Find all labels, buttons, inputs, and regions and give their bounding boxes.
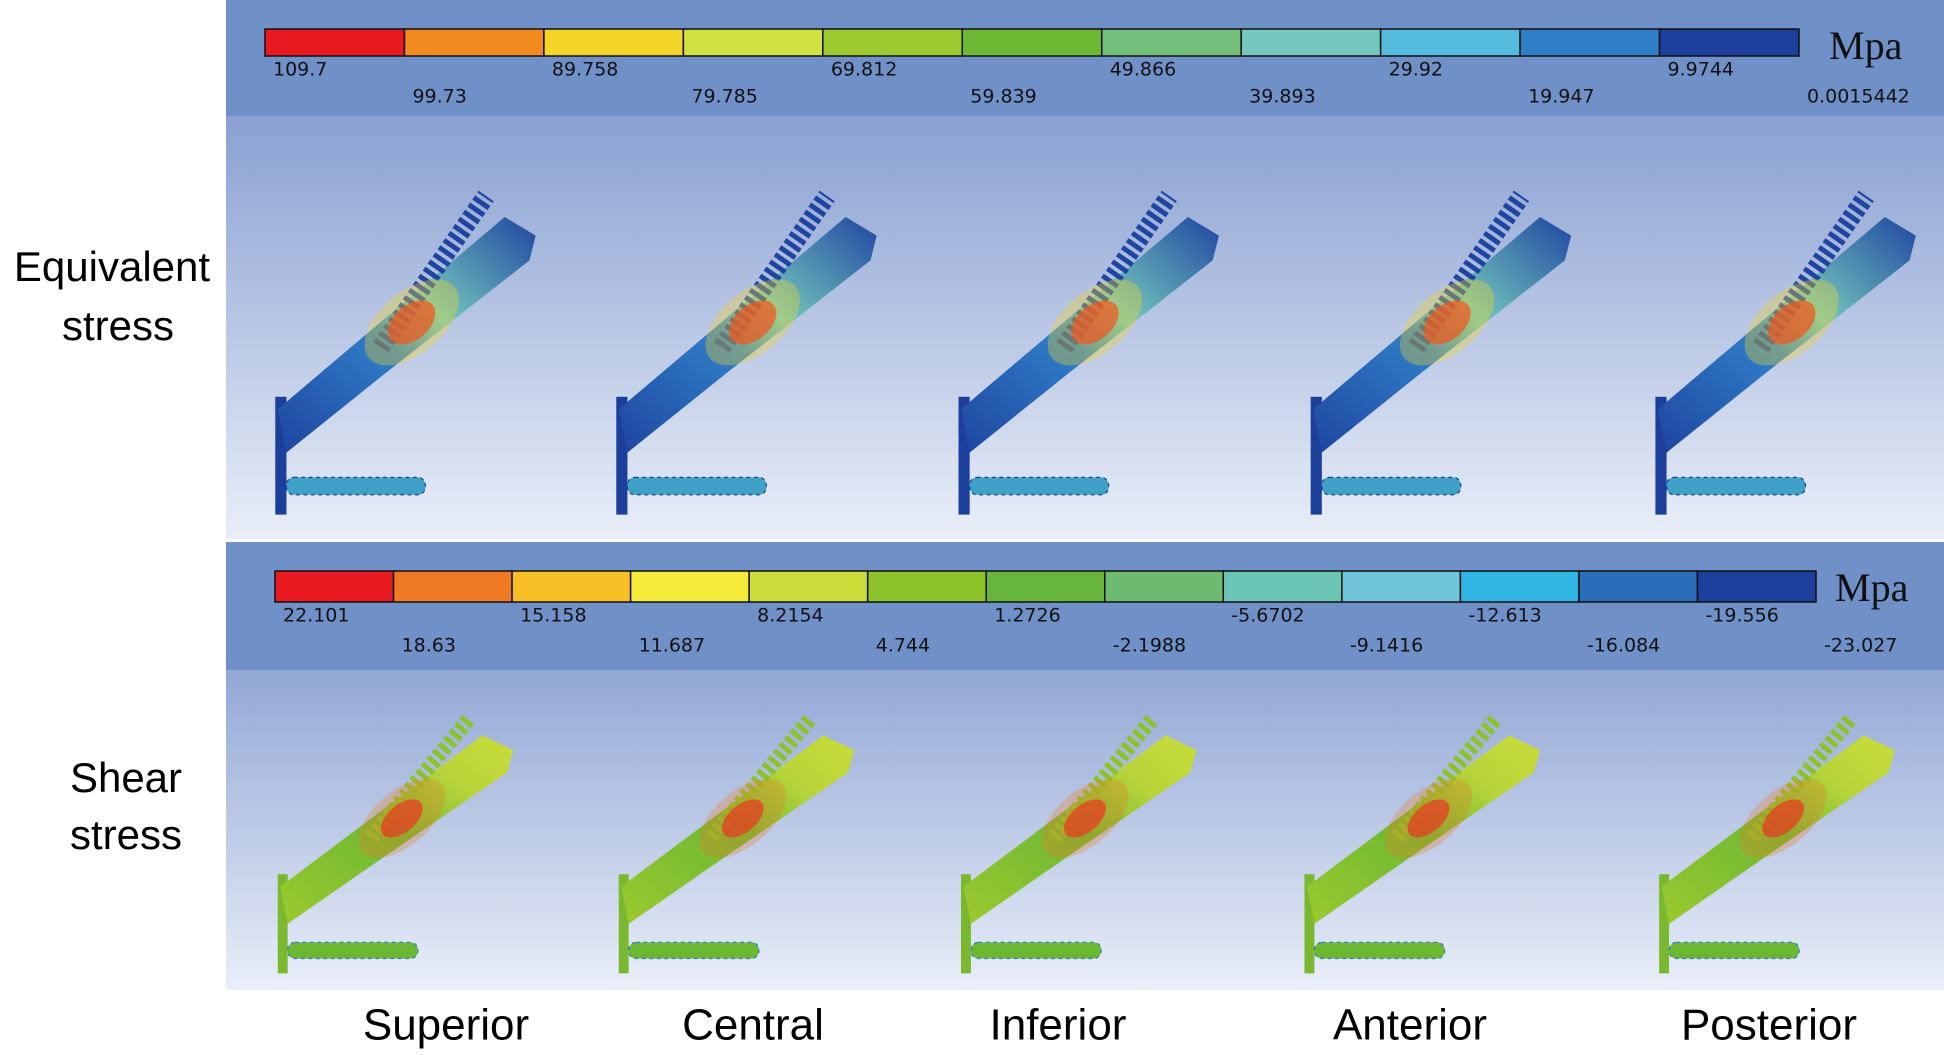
- colorbar-segment: [961, 28, 1103, 57]
- legend-strip: [226, 542, 1944, 670]
- colorbar-segment: [1578, 570, 1699, 603]
- legend-strip: [226, 0, 1944, 116]
- colorbar-segment: [392, 570, 513, 603]
- colorbar-label: 49.866: [1110, 59, 1176, 81]
- colorbar-segment: [543, 28, 685, 57]
- colorbar-label: 29.92: [1389, 59, 1443, 81]
- colorbar-label: 15.158: [520, 605, 586, 627]
- colorbar-segment: [1379, 28, 1521, 57]
- colorbar-segment: [748, 570, 869, 603]
- colorbar-segment: [511, 570, 632, 603]
- column-label: Posterior: [1681, 1001, 1857, 1050]
- unit: Mpa: [1829, 23, 1903, 68]
- colorbar-segment: [985, 570, 1106, 603]
- colorbar-segment: [1240, 28, 1382, 57]
- row-label: stress: [70, 811, 182, 858]
- column-label: Central: [682, 1001, 824, 1050]
- colorbar-segment: [682, 28, 824, 57]
- colorbar-label: 109.7: [273, 59, 327, 81]
- colorbar-label: 59.839: [970, 86, 1036, 108]
- colorbar-segment: [1104, 570, 1225, 603]
- row-label: Shear: [70, 754, 182, 801]
- colorbar-segment: [274, 570, 395, 603]
- colorbar-label: 39.893: [1249, 86, 1315, 108]
- row-label: stress: [62, 302, 174, 349]
- colorbar-segment: [1696, 570, 1817, 603]
- colorbar-label: 22.101: [283, 605, 349, 627]
- colorbar-label: 9.9744: [1668, 59, 1734, 81]
- colorbar-label: 79.785: [691, 86, 757, 108]
- colorbar-segment: [1658, 28, 1800, 57]
- colorbar-label: -5.6702: [1231, 605, 1304, 627]
- colorbar-segment: [1459, 570, 1580, 603]
- colorbar-segment: [1222, 570, 1343, 603]
- colorbar-segment: [1341, 570, 1462, 603]
- colorbar-label: -12.613: [1468, 605, 1541, 627]
- colorbar-segment: [629, 570, 750, 603]
- colorbar-label: 4.744: [876, 635, 930, 657]
- colorbar-segment: [866, 570, 987, 603]
- colorbar-segment: [822, 28, 964, 57]
- colorbar-label: 99.73: [412, 86, 466, 108]
- colorbar-label: 1.2726: [994, 605, 1060, 627]
- colorbar-label: 89.758: [552, 59, 618, 81]
- colorbar-label: -2.1988: [1113, 635, 1186, 657]
- colorbar-label: 19.947: [1528, 86, 1594, 108]
- colorbar-label: -16.084: [1587, 635, 1660, 657]
- colorbar-label: 0.0015442: [1807, 86, 1910, 108]
- colorbar-label: -19.556: [1705, 605, 1778, 627]
- colorbar-label: -23.027: [1824, 635, 1897, 657]
- column-label: Superior: [363, 1001, 529, 1050]
- colorbar-label: 69.812: [831, 59, 897, 81]
- colorbar-label: -9.1416: [1350, 635, 1423, 657]
- colorbar-label: 18.63: [402, 635, 456, 657]
- colorbar-segment: [403, 28, 545, 57]
- column-label: Inferior: [990, 1001, 1127, 1050]
- column-label: Anterior: [1333, 1001, 1487, 1050]
- colorbar-label: 11.687: [639, 635, 705, 657]
- colorbar-segment: [264, 28, 406, 57]
- row-label: Equivalent: [14, 243, 210, 290]
- colorbar-segment: [1100, 28, 1242, 57]
- unit: Mpa: [1835, 565, 1909, 610]
- colorbar-label: 8.2154: [757, 605, 823, 627]
- colorbar-segment: [1519, 28, 1661, 57]
